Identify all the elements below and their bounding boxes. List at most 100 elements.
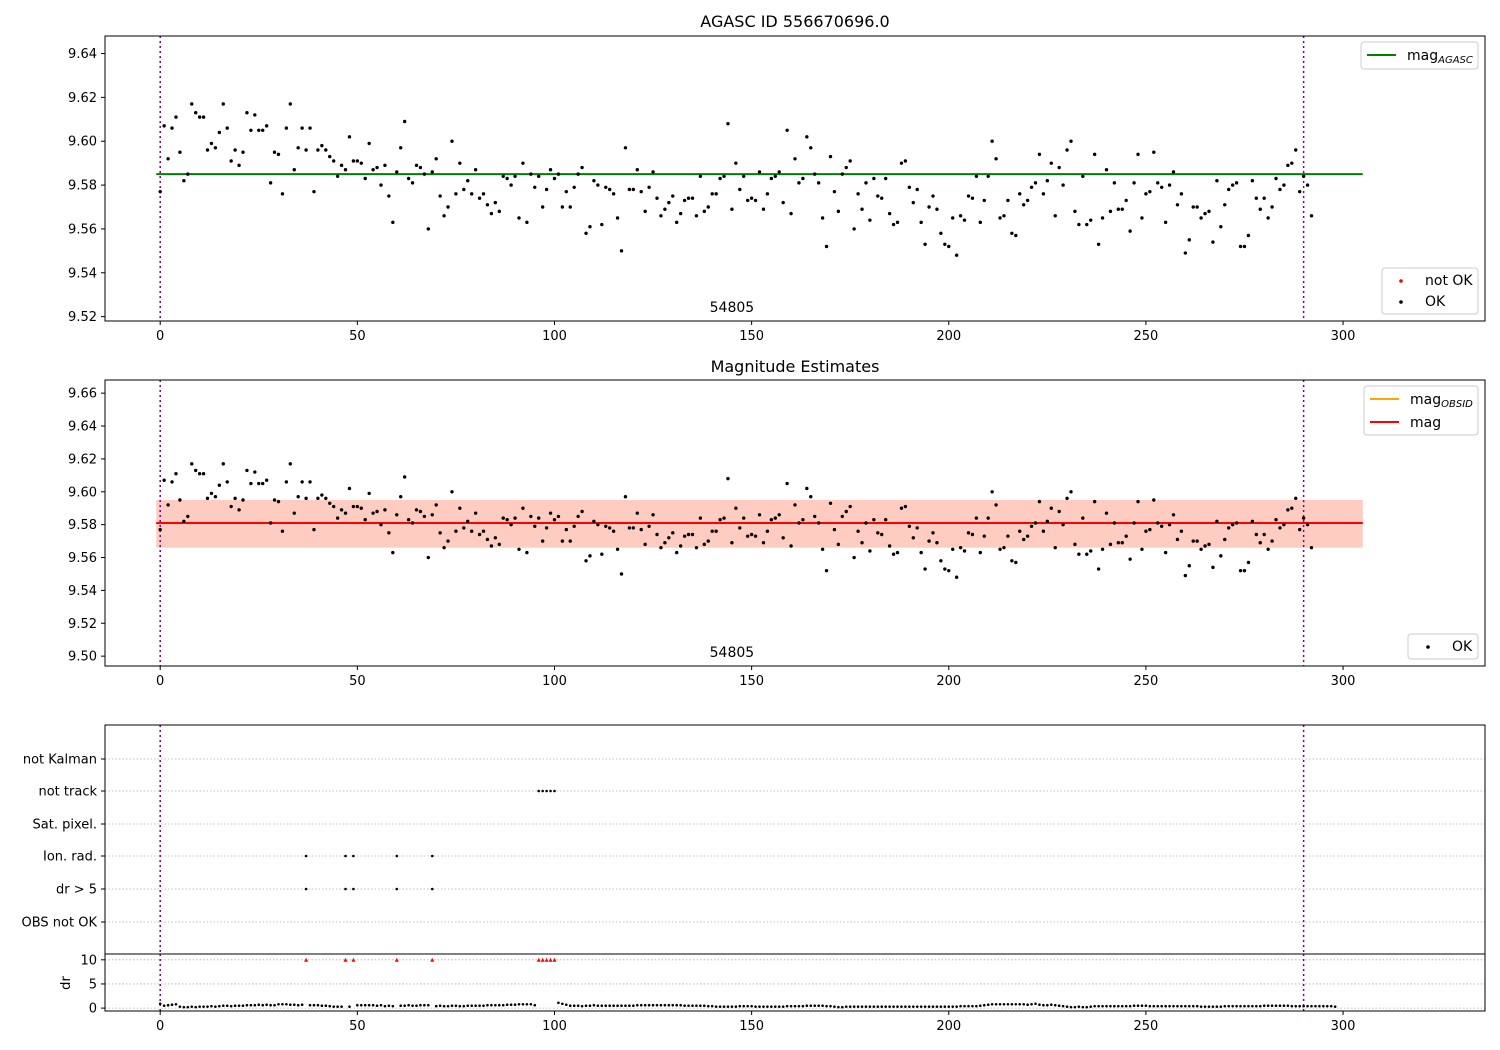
data-point xyxy=(1144,529,1148,533)
data-point xyxy=(328,501,332,505)
data-point xyxy=(1199,547,1203,551)
data-point xyxy=(213,146,218,150)
data-point xyxy=(249,128,253,132)
data-point xyxy=(414,508,419,512)
data-point xyxy=(939,559,943,563)
data-point xyxy=(529,172,533,176)
dr-point xyxy=(202,1005,205,1008)
dr-point xyxy=(1128,1004,1132,1008)
data-point xyxy=(1305,522,1310,527)
data-point xyxy=(1053,214,1057,218)
data-point xyxy=(166,503,170,507)
dr-point xyxy=(529,1002,533,1006)
dr-point xyxy=(1223,1004,1227,1008)
dr-point xyxy=(1255,1004,1258,1008)
data-point xyxy=(580,509,584,514)
dr-point xyxy=(509,1003,513,1007)
dr-point xyxy=(864,1005,868,1008)
data-point xyxy=(576,514,580,519)
data-point xyxy=(1294,496,1298,501)
data-point xyxy=(438,194,442,198)
dr-point xyxy=(324,1004,328,1007)
dr-point xyxy=(312,1003,316,1007)
data-point xyxy=(1250,178,1255,183)
flag-point xyxy=(352,887,355,891)
dr-point xyxy=(911,1005,915,1008)
dr-point xyxy=(663,1003,667,1007)
legend-box xyxy=(1381,267,1479,315)
panel-dr: 0 5 10 0 50 100 150 200 250 300 dr xyxy=(59,953,1485,1034)
data-point xyxy=(954,575,959,579)
data-point xyxy=(1175,537,1180,542)
data-point xyxy=(761,207,766,211)
data-point xyxy=(1025,198,1030,203)
data-point xyxy=(903,504,908,509)
data-point xyxy=(1274,518,1278,522)
data-point xyxy=(1179,192,1184,196)
dr-point xyxy=(340,1005,343,1008)
y-tick-label: 9.52 xyxy=(68,617,97,632)
data-point xyxy=(947,568,951,573)
data-point xyxy=(391,220,395,225)
data-point xyxy=(1211,240,1215,244)
x-tick-label: 300 xyxy=(1331,329,1356,344)
dr-point xyxy=(1262,1004,1266,1007)
data-point xyxy=(355,159,360,163)
data-point xyxy=(690,532,695,537)
dr-point xyxy=(1243,1004,1246,1008)
flag-point xyxy=(545,789,548,793)
legend-mag-agasc-name: mag xyxy=(1407,48,1438,64)
data-point xyxy=(651,170,655,174)
dr-point xyxy=(963,1004,966,1008)
data-point xyxy=(1223,203,1227,207)
dr-point xyxy=(943,1005,947,1008)
data-point xyxy=(880,196,884,200)
data-point xyxy=(162,124,166,128)
data-point xyxy=(1037,152,1042,157)
data-point xyxy=(813,172,817,176)
data-point xyxy=(174,115,178,119)
dr-point xyxy=(982,1003,986,1007)
data-point xyxy=(1006,534,1010,538)
data-point xyxy=(659,545,663,550)
dr-point xyxy=(1282,1004,1286,1007)
dr-point xyxy=(998,1002,1002,1006)
data-point xyxy=(907,524,912,528)
x-tick-label: 150 xyxy=(739,674,764,689)
dr-point xyxy=(734,1005,738,1008)
data-point xyxy=(276,499,281,504)
data-point xyxy=(809,495,813,499)
data-point xyxy=(891,222,896,227)
dr-clipped-marker xyxy=(351,957,356,962)
dr-point xyxy=(1046,1003,1049,1007)
data-point xyxy=(343,511,348,515)
data-point xyxy=(1057,509,1061,514)
data-point xyxy=(832,527,837,532)
data-point xyxy=(923,567,927,571)
data-point xyxy=(351,159,356,163)
data-point xyxy=(1290,506,1294,510)
data-point xyxy=(1195,205,1199,209)
data-point xyxy=(1124,198,1128,203)
data-point xyxy=(1227,187,1231,192)
data-point xyxy=(604,524,608,528)
dr-point xyxy=(809,1004,813,1007)
data-point xyxy=(1156,521,1160,525)
data-point xyxy=(477,532,482,537)
flag-point xyxy=(395,887,399,891)
dr-point xyxy=(1061,1004,1065,1008)
data-point xyxy=(560,539,565,543)
dr-point xyxy=(959,1004,962,1008)
dr-point xyxy=(588,1004,592,1007)
data-point xyxy=(1175,203,1180,207)
dr-point xyxy=(1314,1004,1317,1008)
dr-point xyxy=(975,1004,978,1008)
dr-point xyxy=(1235,1004,1238,1008)
data-point xyxy=(245,468,249,473)
data-point xyxy=(284,480,289,484)
data-point xyxy=(296,146,300,150)
data-point xyxy=(359,161,363,165)
data-point xyxy=(296,495,300,499)
dr-point xyxy=(986,1003,990,1007)
y-tick-label: 9.54 xyxy=(68,266,97,281)
